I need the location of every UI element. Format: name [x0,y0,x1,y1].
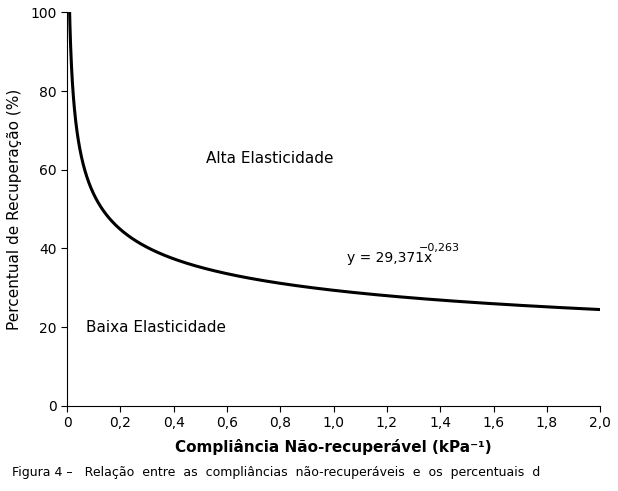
Text: −0,263: −0,263 [419,243,460,253]
X-axis label: Compliância Não-recuperável (kPa⁻¹): Compliância Não-recuperável (kPa⁻¹) [176,438,492,455]
Text: Figura 4 –   Relação  entre  as  compliâncias  não-recuperáveis  e  os  percentu: Figura 4 – Relação entre as compliâncias… [12,466,541,479]
Text: Alta Elasticidade: Alta Elasticidade [206,151,333,165]
Y-axis label: Percentual de Recuperação (%): Percentual de Recuperação (%) [7,88,22,330]
Text: y = 29,371x: y = 29,371x [347,251,432,265]
Text: Baixa Elasticidade: Baixa Elasticidade [86,320,226,335]
